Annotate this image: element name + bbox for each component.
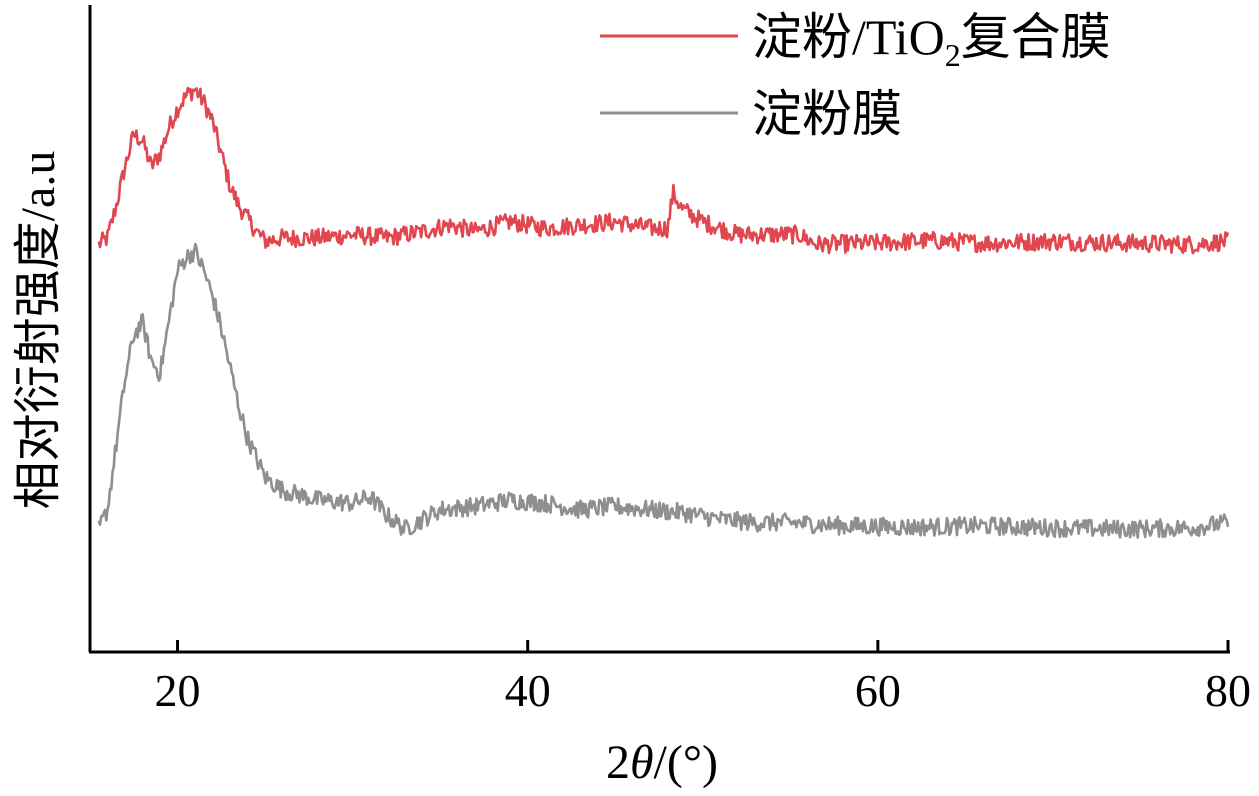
x-tick-label-40: 40 <box>505 665 551 716</box>
series-layer <box>97 86 1230 539</box>
series-line-starch <box>97 242 1230 539</box>
x-axis-label: 2θ/(°) <box>606 736 718 789</box>
x-axis-label-unit: /(°) <box>654 736 719 789</box>
legend-label-composite-base: 淀粉/TiO <box>752 9 945 65</box>
y-axis-label: 相对衍射强度/a.u <box>12 151 65 510</box>
x-axis-label-lead: 2 <box>606 736 630 789</box>
legend-label-starch: 淀粉膜 <box>752 86 902 142</box>
x-axis-label-var: θ <box>630 736 654 789</box>
series-line-composite <box>97 86 1230 255</box>
legend: 淀粉/TiO2复合膜 淀粉膜 <box>600 9 1111 142</box>
legend-label-composite: 淀粉/TiO2复合膜 <box>752 9 1111 73</box>
legend-label-composite-rest: 复合膜 <box>961 9 1111 65</box>
legend-label-composite-sub: 2 <box>945 37 961 73</box>
x-tick-label-60: 60 <box>855 665 901 716</box>
x-tick-label-80: 80 <box>1205 665 1251 716</box>
x-tick-label-20: 20 <box>155 665 201 716</box>
x-ticks: 20 40 60 80 <box>155 640 1251 716</box>
